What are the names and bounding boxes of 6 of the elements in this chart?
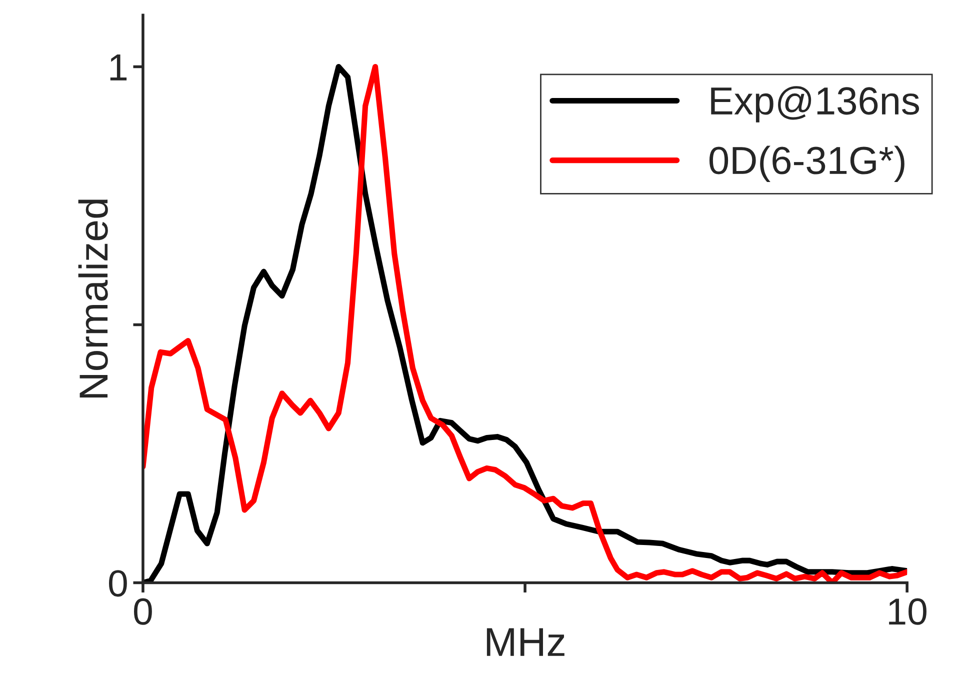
x-axis-title: MHz xyxy=(486,628,564,656)
legend-label: Exp@136ns xyxy=(711,86,920,122)
y-axis-title: Normalized xyxy=(78,200,108,398)
legend-label: 0D(6-31G*) xyxy=(709,146,904,182)
y-tick-label: 1 xyxy=(110,54,127,80)
x-tick-label: 10 xyxy=(889,598,926,625)
